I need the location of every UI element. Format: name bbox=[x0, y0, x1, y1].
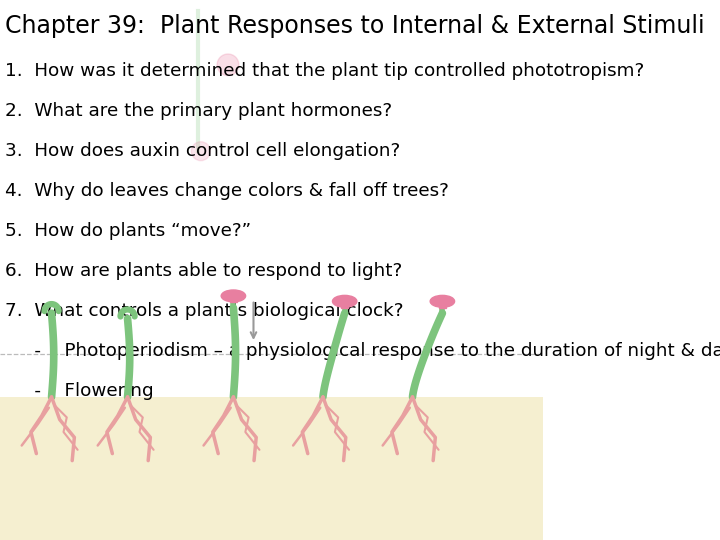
Text: 5.  How do plants “move?”: 5. How do plants “move?” bbox=[6, 222, 251, 240]
Ellipse shape bbox=[192, 141, 210, 160]
Text: -    Photoperiodism – a physiological response to the duration of night & day: - Photoperiodism – a physiological respo… bbox=[6, 342, 720, 360]
Text: -    Flowering: - Flowering bbox=[6, 382, 154, 400]
Text: 4.  Why do leaves change colors & fall off trees?: 4. Why do leaves change colors & fall of… bbox=[6, 182, 449, 200]
Ellipse shape bbox=[221, 290, 246, 302]
Text: 2.  What are the primary plant hormones?: 2. What are the primary plant hormones? bbox=[6, 102, 392, 120]
Bar bbox=[0, 397, 543, 540]
Text: 1.  How was it determined that the plant tip controlled phototropism?: 1. How was it determined that the plant … bbox=[6, 62, 644, 80]
Ellipse shape bbox=[217, 54, 239, 76]
Bar bbox=[230, 294, 237, 302]
Text: 7.  What controls a plant’s biological clock?: 7. What controls a plant’s biological cl… bbox=[6, 302, 404, 320]
Text: Chapter 39:  Plant Responses to Internal & External Stimuli: Chapter 39: Plant Responses to Internal … bbox=[6, 14, 705, 37]
Bar bbox=[438, 300, 446, 308]
Bar bbox=[341, 300, 348, 308]
Text: 3.  How does auxin control cell elongation?: 3. How does auxin control cell elongatio… bbox=[6, 142, 400, 160]
Text: 6.  How are plants able to respond to light?: 6. How are plants able to respond to lig… bbox=[6, 262, 402, 280]
Ellipse shape bbox=[333, 295, 357, 307]
Ellipse shape bbox=[430, 295, 454, 307]
